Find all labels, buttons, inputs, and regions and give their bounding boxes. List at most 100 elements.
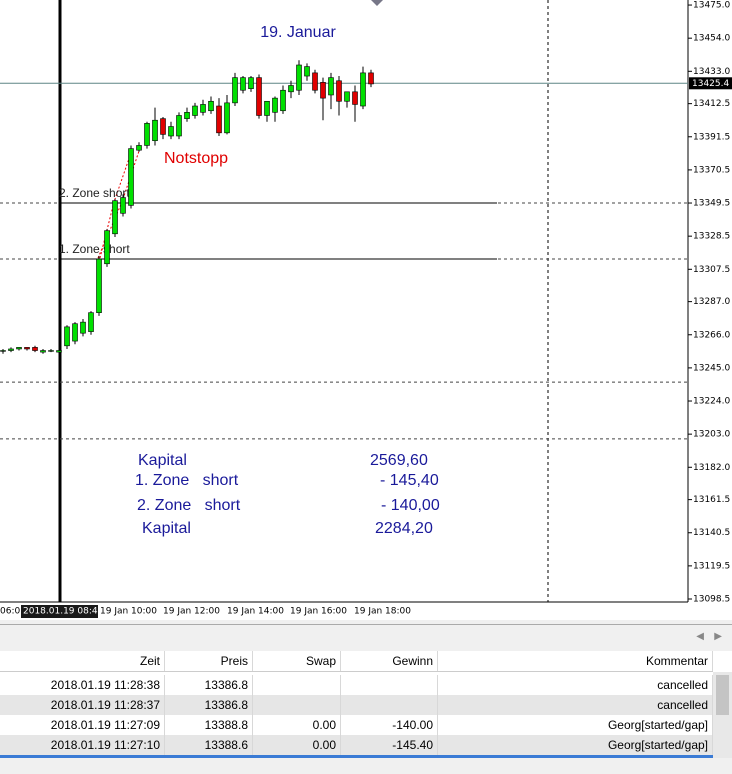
zone-label: 1. Zone short [59,242,130,256]
table-cell: 13388.8 [165,715,253,735]
candle-body [72,323,78,342]
candle-body [280,89,286,112]
candle-body [112,200,118,235]
table-row[interactable]: 2018.01.19 11:28:38 13386.8 cancelled [0,675,713,695]
table-cell: Georg[started/gap] [438,735,713,755]
table-cell: -140.00 [341,715,438,735]
candle-body [256,77,262,116]
candle-body [0,350,6,352]
candle-body [360,72,366,107]
x-tick-label: 19 Jan 14:00 [227,607,284,617]
table-cell [253,695,341,715]
table-row[interactable]: 2018.01.19 11:27:09 13388.8 0.00 -140.00 Geo… [0,715,713,735]
table-cell: 13386.8 [165,675,253,695]
candle-body [328,77,334,96]
y-tick-label: 13328.5 [693,232,730,242]
x-tick-label: 19 Jan 12:00 [163,607,220,617]
candle-body [120,197,126,214]
y-tick-label: 13475.0 [693,1,730,11]
y-tick-label: 13370.5 [693,165,730,175]
candle-body [48,350,54,352]
y-tick-label: 13203.0 [693,430,730,440]
table-cell [253,675,341,695]
table-cell: 0.00 [253,715,341,735]
scroll-left[interactable]: ◀ [696,631,704,642]
y-tick-label: 13119.5 [693,561,730,571]
column-header: Preis [165,651,253,671]
candle-body [80,321,86,334]
table-cell: 2018.01.19 11:27:09 [0,715,165,735]
candle-body [16,347,22,350]
candle-body [240,77,246,91]
summary-label: 1. Zone short [135,472,239,489]
x-tick-label: 19 Jan 16:00 [290,607,347,617]
candle-body [224,102,230,134]
y-tick-label: 13307.5 [693,265,730,275]
y-tick-label: 13266.0 [693,330,730,340]
candle-body [176,115,182,137]
candle-body [128,148,134,206]
candle-body [352,91,358,105]
table-cell: 13388.6 [165,735,253,755]
x-tick-label: 19 Jan 10:00 [100,607,157,617]
x-tick-label: 19 Jan 18:00 [354,607,411,617]
candle-body [216,105,222,134]
summary-label: Kapital [138,452,187,469]
summary-label: 2. Zone short [137,497,241,514]
table-cell: 13386.8 [165,695,253,715]
table-cell: 2018.01.19 11:28:38 [0,675,165,695]
candle-body [336,80,342,102]
header-row: Zeit Preis Swap Gewinn Kommentar [0,651,713,672]
y-tick-label: 13391.5 [693,132,730,142]
column-header: Swap [253,651,341,671]
column-header: Zeit [0,651,165,671]
column-header: Gewinn [341,651,438,671]
table-cell: cancelled [438,675,713,695]
y-tick-label: 13182.0 [693,463,730,473]
table-row[interactable]: 2018.01.19 11:28:37 13386.8 cancelled [0,695,713,715]
table-cell [341,695,438,715]
annotation: Notstopp [164,150,228,167]
candle-body [200,104,206,113]
candle-body [264,100,270,116]
last-price-label: 13425.4 [692,79,729,89]
y-tick-label: 13140.5 [693,528,730,538]
table-cell: cancelled [438,695,713,715]
chart: 19. Januar Notstopp Kapital 2569,60 1. Z… [0,0,732,620]
candle-body [160,118,166,135]
candle-body [32,347,38,351]
candle-body [368,72,374,85]
y-tick-label: 13287.0 [693,297,730,307]
x-label-box [21,605,98,618]
table-cell: Georg[started/gap] [438,715,713,735]
scrollbar[interactable] [713,672,732,758]
y-tick-label: 13349.5 [693,199,730,209]
zone-label: 2. Zone short [59,186,130,200]
candle-body [40,350,46,353]
table-cell: 0.00 [253,735,341,755]
y-tick-label: 13412.5 [693,99,730,109]
chart-bg [0,0,732,620]
candle-body [320,82,326,99]
y-tick-label: 13454.0 [693,34,730,44]
candle-body [136,145,142,151]
scroll-marker [371,0,383,6]
table-body: Zeit Preis Swap Gewinn Kommentar 2018.01.19 1… [0,651,732,758]
candle-body [152,119,158,142]
summary-value: - 145,40 [380,472,439,489]
scroll-right[interactable]: ▶ [714,631,722,642]
candle-body [104,230,110,265]
candle-body [344,91,350,102]
last-price-box [689,77,732,90]
table-row[interactable]: 2018.01.19 11:27:10 13388.6 0.00 -145.40 Geo… [0,735,713,758]
candle-body [304,66,310,77]
y-tick-label: 13161.5 [693,495,730,505]
candle-body [8,348,14,351]
summary-value: - 140,00 [381,497,440,514]
candle-body [232,77,238,104]
candle-body [288,85,294,93]
candle-body [248,77,254,89]
y-tick-label: 13098.5 [693,595,730,605]
candle-body [208,100,214,112]
candle-body [88,312,94,332]
